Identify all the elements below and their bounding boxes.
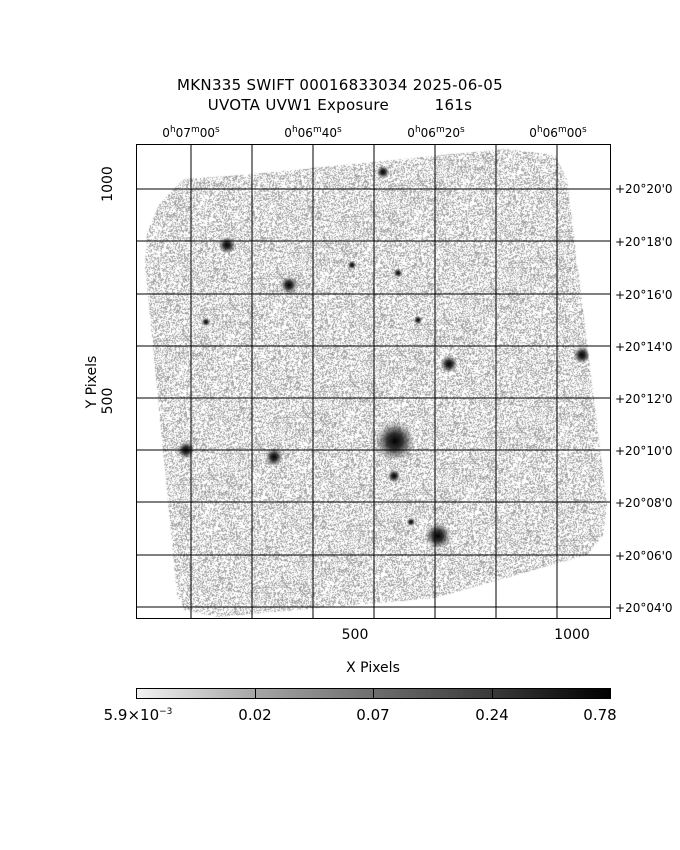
- colorbar-label: 0.07: [356, 706, 390, 724]
- dec-tick-label: +20°04'0: [615, 601, 673, 615]
- x-tick-label: 500: [341, 627, 369, 643]
- y-axis-label: Y Pixels: [84, 355, 100, 409]
- dec-tick-label: +20°18'0: [615, 235, 673, 249]
- dec-tick-label: +20°06'0: [615, 549, 673, 563]
- colorbar-label: 0.78: [583, 706, 617, 724]
- dec-tick-label: +20°20'0: [615, 182, 673, 196]
- colorbar-divider: [492, 688, 493, 699]
- x-tick-label: 1000: [554, 627, 590, 643]
- colorbar-divider: [373, 688, 374, 699]
- sky-image-frame: [136, 144, 611, 619]
- ra-tick-label: 0h06m40s: [284, 125, 342, 140]
- colorbar-label: 0.02: [238, 706, 272, 724]
- dec-tick-label: +20°14'0: [615, 340, 673, 354]
- image-title-line2: UVOTA UVW1 Exposure 161s: [207, 96, 473, 114]
- image-title-line1: MKN335 SWIFT 00016833034 2025-06-05: [177, 76, 503, 94]
- y-tick-label: 500: [100, 387, 116, 415]
- colorbar-label: 5.9×10−3: [103, 706, 173, 724]
- colorbar-divider: [255, 688, 256, 699]
- y-tick-label: 1000: [100, 166, 116, 202]
- dec-tick-label: +20°10'0: [615, 444, 673, 458]
- ra-tick-label: 0h06m20s: [407, 125, 465, 140]
- dec-tick-label: +20°12'0: [615, 392, 673, 406]
- x-axis-label: X Pixels: [346, 660, 400, 676]
- coordinate-grid: [137, 145, 610, 618]
- ra-tick-label: 0h07m00s: [162, 125, 220, 140]
- dec-tick-label: +20°08'0: [615, 496, 673, 510]
- dec-tick-label: +20°16'0: [615, 288, 673, 302]
- ra-tick-label: 0h06m00s: [529, 125, 587, 140]
- colorbar-label: 0.24: [475, 706, 509, 724]
